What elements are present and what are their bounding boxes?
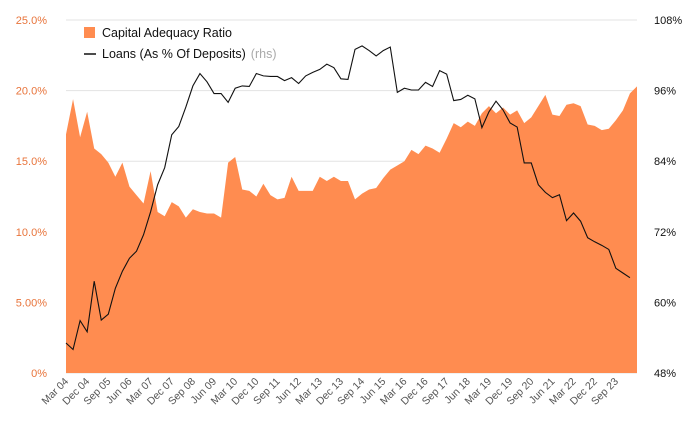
- y-right-tick-label: 60%: [654, 297, 676, 309]
- legend-swatch-capital-adequacy: [84, 27, 95, 38]
- y-right-tick-label: 108%: [654, 15, 682, 27]
- y-left-tick-label: 20.0%: [16, 86, 47, 98]
- y-right-tick-label: 84%: [654, 156, 676, 168]
- y-right-tick-label: 72%: [654, 227, 676, 239]
- loans-to-deposits-line: [65, 45, 631, 351]
- legend: Capital Adequacy Ratio Loans (As % Of De…: [84, 26, 277, 61]
- y-left-tick-label: 25.0%: [16, 15, 47, 27]
- y-axis-left: 0% 5.00% 10.0% 15.0% 20.0% 25.0%: [16, 15, 47, 380]
- legend-note-rhs: (rhs): [251, 47, 277, 61]
- y-right-tick-label: 96%: [654, 86, 676, 98]
- y-right-tick-label: 48%: [654, 368, 676, 380]
- legend-label-capital-adequacy: Capital Adequacy Ratio: [102, 26, 232, 40]
- y-left-tick-label: 10.0%: [16, 227, 47, 239]
- y-left-tick-label: 0%: [31, 368, 47, 380]
- legend-label-loans: Loans (As % Of Deposits): [102, 47, 246, 61]
- y-left-tick-label: 15.0%: [16, 156, 47, 168]
- y-axis-right: 48% 60% 72% 84% 96% 108%: [654, 15, 682, 380]
- capital-adequacy-area: [66, 86, 637, 374]
- y-left-tick-label: 5.00%: [16, 297, 47, 309]
